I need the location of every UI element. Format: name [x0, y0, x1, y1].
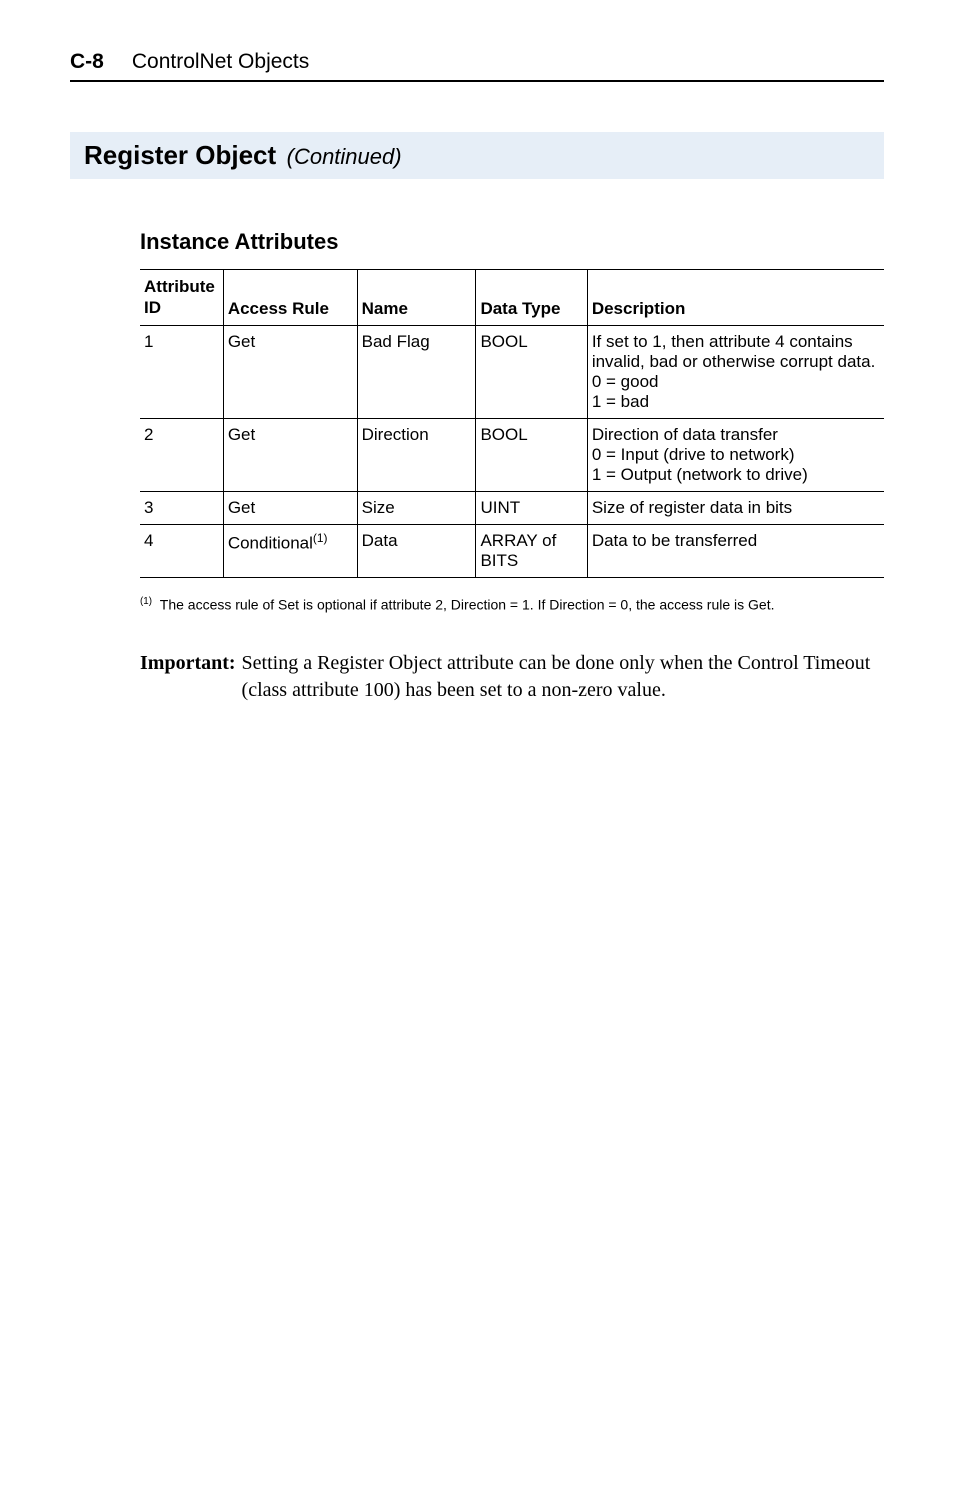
- cell-desc: Size of register data in bits: [587, 491, 884, 524]
- cell-desc: Data to be transferred: [587, 524, 884, 577]
- cell-name: Size: [357, 491, 476, 524]
- footnote-text: The access rule of Set is optional if at…: [160, 596, 775, 612]
- cell-id: 3: [140, 491, 223, 524]
- cell-access: Conditional(1): [223, 524, 357, 577]
- section-heading-bar: Register Object (Continued): [70, 132, 884, 179]
- col-header-description: Description: [587, 270, 884, 326]
- cell-type: BOOL: [476, 418, 587, 491]
- table-row: 2 Get Direction BOOL Direction of data t…: [140, 418, 884, 491]
- cell-access-sup: (1): [313, 531, 328, 545]
- table-header-row: Attribute ID Access Rule Name Data Type …: [140, 270, 884, 326]
- col-header-line: Attribute: [144, 276, 215, 297]
- cell-type: BOOL: [476, 325, 587, 418]
- page-header: C-8 ControlNet Objects: [70, 50, 884, 82]
- cell-desc: Direction of data transfer 0 = Input (dr…: [587, 418, 884, 491]
- table-row: 1 Get Bad Flag BOOL If set to 1, then at…: [140, 325, 884, 418]
- cell-name: Direction: [357, 418, 476, 491]
- col-header-name: Name: [357, 270, 476, 326]
- footnote: (1) The access rule of Set is optional i…: [140, 596, 884, 613]
- important-label: Important:: [140, 650, 236, 704]
- cell-type: ARRAY of BITS: [476, 524, 587, 577]
- table-row: 4 Conditional(1) Data ARRAY of BITS Data…: [140, 524, 884, 577]
- cell-desc: If set to 1, then attribute 4 contains i…: [587, 325, 884, 418]
- important-text: Setting a Register Object attribute can …: [242, 650, 884, 704]
- cell-name: Data: [357, 524, 476, 577]
- header-title: ControlNet Objects: [132, 50, 309, 74]
- cell-type: UINT: [476, 491, 587, 524]
- instance-attributes-table: Attribute ID Access Rule Name Data Type …: [140, 269, 884, 578]
- cell-access: Get: [223, 491, 357, 524]
- cell-id: 1: [140, 325, 223, 418]
- page-number: C-8: [70, 50, 104, 74]
- col-header-line: ID: [144, 297, 215, 318]
- col-header-data-type: Data Type: [476, 270, 587, 326]
- table-row: 3 Get Size UINT Size of register data in…: [140, 491, 884, 524]
- col-header-access-rule: Access Rule: [223, 270, 357, 326]
- subsection-title: Instance Attributes: [140, 229, 884, 255]
- cell-id: 4: [140, 524, 223, 577]
- important-note: Important: Setting a Register Object att…: [140, 650, 884, 704]
- section-title: Register Object: [84, 140, 276, 170]
- col-header-attribute-id: Attribute ID: [140, 270, 223, 326]
- cell-access: Get: [223, 418, 357, 491]
- cell-id: 2: [140, 418, 223, 491]
- cell-access: Get: [223, 325, 357, 418]
- cell-name: Bad Flag: [357, 325, 476, 418]
- section-continued: (Continued): [287, 144, 402, 169]
- footnote-marker: (1): [140, 596, 152, 607]
- cell-access-text: Conditional: [228, 533, 313, 552]
